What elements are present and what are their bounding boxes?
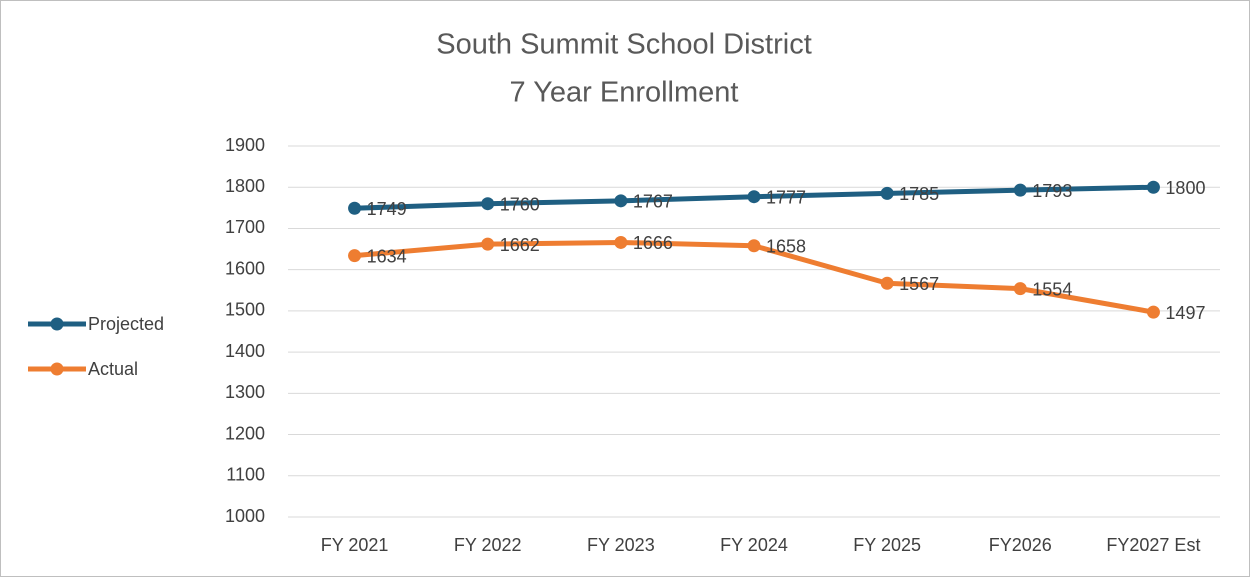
legend-label: Projected <box>88 314 164 334</box>
data-label: 1497 <box>1165 303 1205 323</box>
data-label: 1567 <box>899 274 939 294</box>
data-point <box>614 235 628 249</box>
y-tick-label: 1100 <box>226 465 265 485</box>
data-point <box>348 201 362 215</box>
chart-subtitle: 7 Year Enrollment <box>510 77 739 109</box>
data-point <box>614 194 628 208</box>
data-label: 1793 <box>1032 181 1072 201</box>
data-label: 1658 <box>766 237 806 257</box>
data-point <box>348 249 362 263</box>
data-label: 1634 <box>367 246 407 266</box>
data-point <box>880 276 894 290</box>
x-tick-label: FY 2024 <box>720 535 788 555</box>
y-tick-label: 1200 <box>225 423 265 443</box>
data-point <box>1013 183 1027 197</box>
data-label: 1767 <box>633 192 673 212</box>
y-tick-label: 1800 <box>225 176 265 196</box>
data-label: 1662 <box>500 235 540 255</box>
x-tick-label: FY2027 Est <box>1106 535 1200 555</box>
data-label: 1760 <box>500 194 540 214</box>
x-tick-label: FY 2023 <box>587 535 655 555</box>
y-tick-label: 1400 <box>225 341 265 361</box>
data-point <box>481 237 495 251</box>
data-point <box>1013 282 1027 296</box>
y-tick-label: 1000 <box>225 506 265 526</box>
data-label: 1749 <box>367 199 407 219</box>
y-tick-label: 1900 <box>225 135 265 155</box>
data-label: 1777 <box>766 187 806 207</box>
x-tick-label: FY2026 <box>989 535 1052 555</box>
data-point <box>747 190 761 204</box>
chart-title: South Summit School District <box>436 29 812 61</box>
y-tick-label: 1300 <box>225 382 265 402</box>
data-label: 1785 <box>899 184 939 204</box>
data-label: 1800 <box>1165 178 1205 198</box>
data-point <box>1146 305 1160 319</box>
data-point <box>1146 180 1160 194</box>
data-point <box>481 197 495 211</box>
y-tick-label: 1500 <box>225 300 265 320</box>
y-tick-label: 1600 <box>225 258 265 278</box>
data-label: 1554 <box>1032 279 1072 299</box>
x-tick-label: FY 2021 <box>321 535 389 555</box>
legend-label: Actual <box>88 359 138 379</box>
data-point <box>880 186 894 200</box>
data-label: 1666 <box>633 233 673 253</box>
legend-marker <box>50 317 64 331</box>
data-point <box>747 239 761 253</box>
legend-marker <box>50 362 64 376</box>
y-tick-label: 1700 <box>225 217 265 237</box>
x-tick-label: FY 2022 <box>454 535 522 555</box>
x-tick-label: FY 2025 <box>853 535 921 555</box>
